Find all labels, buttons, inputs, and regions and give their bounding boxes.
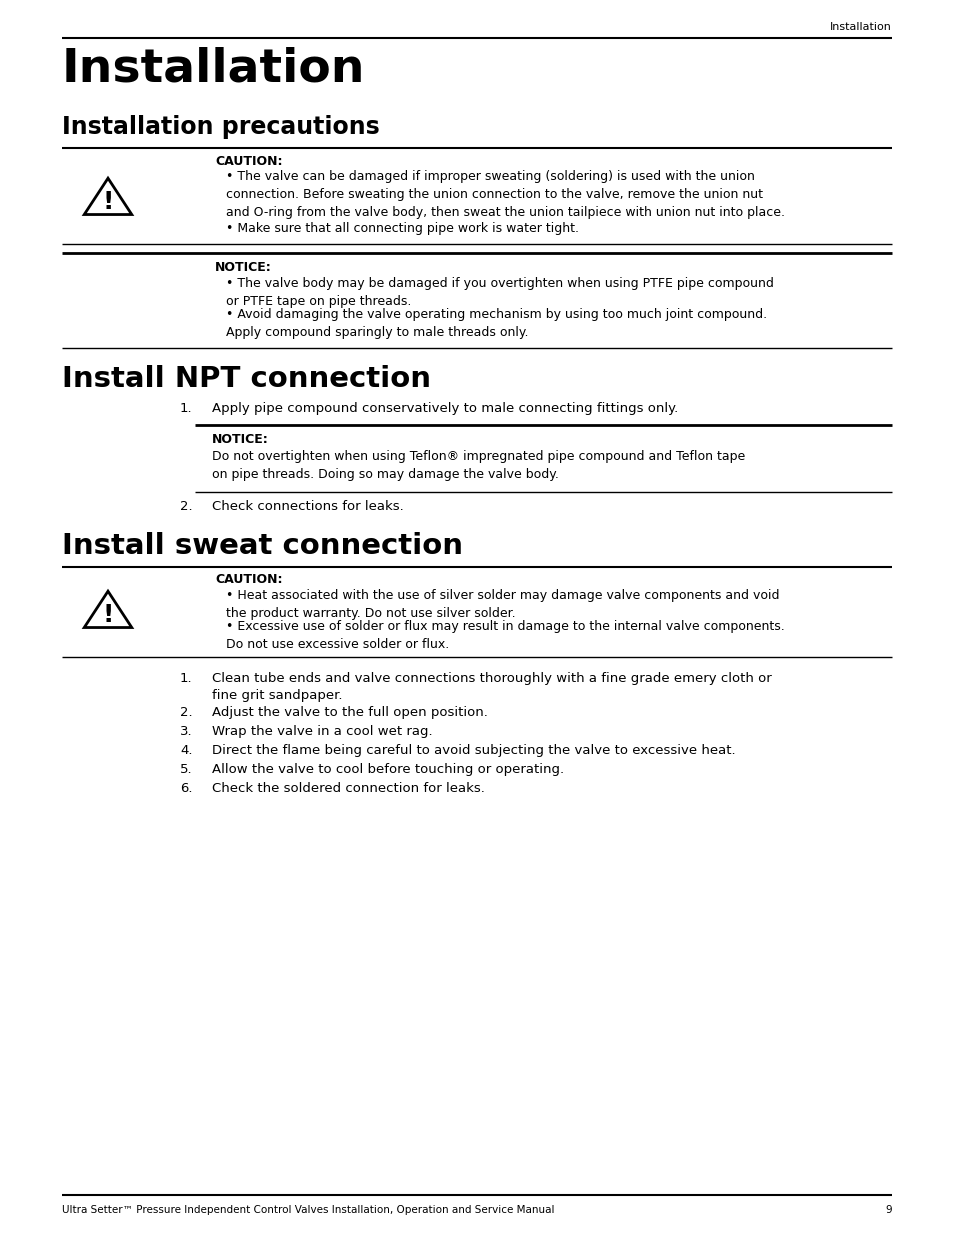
Text: Allow the valve to cool before touching or operating.: Allow the valve to cool before touching … [212,763,563,776]
Text: • Heat associated with the use of silver solder may damage valve components and : • Heat associated with the use of silver… [226,589,779,620]
Text: • The valve can be damaged if improper sweating (soldering) is used with the uni: • The valve can be damaged if improper s… [226,170,784,219]
Text: Ultra Setter™ Pressure Independent Control Valves Installation, Operation and Se: Ultra Setter™ Pressure Independent Contr… [62,1205,554,1215]
Text: Install NPT connection: Install NPT connection [62,366,431,393]
Text: Wrap the valve in a cool wet rag.: Wrap the valve in a cool wet rag. [212,725,432,739]
Text: Installation: Installation [829,22,891,32]
Text: Direct the flame being careful to avoid subjecting the valve to excessive heat.: Direct the flame being careful to avoid … [212,743,735,757]
Text: • The valve body may be damaged if you overtighten when using PTFE pipe compound: • The valve body may be damaged if you o… [226,277,773,308]
Text: • Avoid damaging the valve operating mechanism by using too much joint compound.: • Avoid damaging the valve operating mec… [226,308,766,338]
Text: Clean tube ends and valve connections thoroughly with a fine grade emery cloth o: Clean tube ends and valve connections th… [212,672,771,703]
Text: 9: 9 [884,1205,891,1215]
Text: Install sweat connection: Install sweat connection [62,532,462,559]
Text: !: ! [102,603,113,627]
Text: 2.: 2. [180,706,193,719]
Text: Installation: Installation [62,47,365,91]
Text: NOTICE:: NOTICE: [214,261,272,274]
Text: Installation precautions: Installation precautions [62,115,379,140]
Text: 1.: 1. [180,672,193,685]
Text: • Excessive use of solder or flux may result in damage to the internal valve com: • Excessive use of solder or flux may re… [226,620,784,651]
Text: 1.: 1. [180,403,193,415]
Text: !: ! [102,190,113,214]
Text: 5.: 5. [180,763,193,776]
Text: NOTICE:: NOTICE: [212,433,269,446]
Text: CAUTION:: CAUTION: [214,573,282,585]
Text: Do not overtighten when using Teflon® impregnated pipe compound and Teflon tape
: Do not overtighten when using Teflon® im… [212,450,744,480]
Text: 3.: 3. [180,725,193,739]
Text: Apply pipe compound conservatively to male connecting fittings only.: Apply pipe compound conservatively to ma… [212,403,678,415]
Text: Check the soldered connection for leaks.: Check the soldered connection for leaks. [212,782,484,795]
Text: Adjust the valve to the full open position.: Adjust the valve to the full open positi… [212,706,487,719]
Text: 2.: 2. [180,500,193,513]
Text: Check connections for leaks.: Check connections for leaks. [212,500,403,513]
Text: 4.: 4. [180,743,193,757]
Text: • Make sure that all connecting pipe work is water tight.: • Make sure that all connecting pipe wor… [226,222,578,235]
Text: CAUTION:: CAUTION: [214,156,282,168]
Text: 6.: 6. [180,782,193,795]
